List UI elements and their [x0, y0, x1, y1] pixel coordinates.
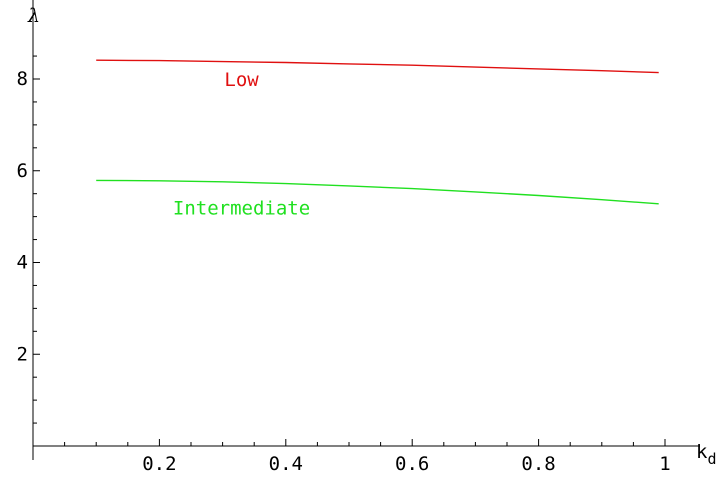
x-axis-label-subscript: d	[707, 450, 716, 468]
x-axis-ticks: 0.2 0.4 0.6 0.8 1	[64, 439, 671, 475]
y-axis-label: λ	[27, 5, 40, 27]
series-label-low: Low	[224, 69, 259, 91]
y-tick-label: 2	[17, 343, 28, 365]
x-tick-label: 0.4	[269, 453, 303, 475]
series-line-intermediate	[96, 179, 659, 205]
y-tick-label: 4	[17, 252, 28, 274]
x-tick-label: 0.2	[142, 453, 176, 475]
y-tick-label: 8	[17, 68, 28, 90]
x-axis-label: kd	[696, 441, 716, 468]
x-tick-label: 0.6	[395, 453, 429, 475]
series-lines	[96, 59, 659, 205]
x-tick-label: 0.8	[521, 453, 555, 475]
series-labels: Low Intermediate	[173, 69, 310, 219]
x-axis-label-main: k	[696, 441, 708, 463]
series-label-intermediate: Intermediate	[173, 197, 310, 219]
y-tick-label: 6	[17, 160, 28, 182]
x-tick-label: 1	[659, 453, 670, 475]
series-line-low	[96, 59, 659, 74]
y-axis-ticks: 2 4 6 8	[17, 55, 40, 424]
